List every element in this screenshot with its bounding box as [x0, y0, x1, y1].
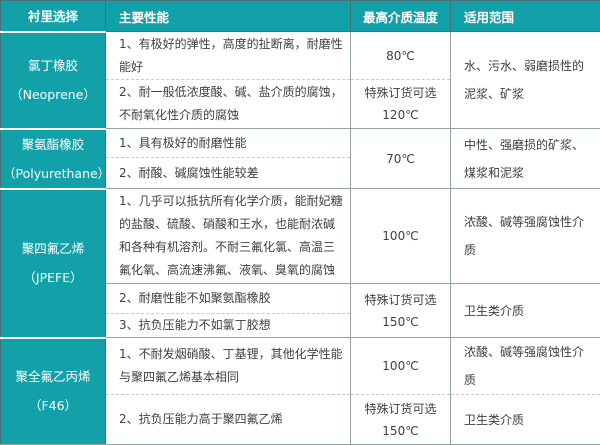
- scope-cell: 浓酸、碱等强腐蚀性介 质: [451, 189, 600, 284]
- temperature-cell: 特殊订货可选 150℃: [351, 395, 451, 445]
- temperature-cell: 100℃: [351, 338, 451, 395]
- performance-cell: 1、有极好的弹性，高度的扯断离，耐磨性 能好: [106, 32, 351, 80]
- performance-cell: 1、不耐发烟硝酸、丁基锂，其他化学性能 与聚四氟乙烯基本相同: [106, 338, 351, 395]
- material-cell-neoprene: 氯丁橡胶 （Neoprene）: [1, 32, 106, 129]
- header-row: 衬里选择 主要性能 最高介质温度 适用范围: [1, 1, 600, 32]
- scope-cell: 浓酸、碱等强腐蚀性介 质: [451, 338, 600, 395]
- header-applicable-range: 适用范围: [451, 1, 600, 32]
- table-row: 聚全氟乙丙烯 （F46） 1、不耐发烟硝酸、丁基锂，其他化学性能 与聚四氟乙烯基…: [1, 338, 600, 395]
- performance-cell: 1、具有极好的耐磨性能: [106, 129, 351, 158]
- temperature-cell: 特殊订货可选 120℃: [351, 80, 451, 129]
- material-cell-ptfe: 聚四氟乙烯 （JPEFE）: [1, 189, 106, 338]
- header-max-medium-temperature: 最高介质温度: [351, 1, 451, 32]
- table-row: 聚氨酯橡胶 （Polyurethane） 1、具有极好的耐磨性能 70℃ 中性、…: [1, 129, 600, 158]
- scope-cell: 水、污水、弱磨损性的 泥浆、矿浆: [451, 32, 600, 129]
- performance-cell: 2、耐酸、碱腐蚀性能较差: [106, 158, 351, 189]
- scope-cell: 卫生类介质: [451, 395, 600, 445]
- material-cell-polyurethane: 聚氨酯橡胶 （Polyurethane）: [1, 129, 106, 189]
- performance-cell: 2、抗负压能力高于聚四氟乙烯: [106, 395, 351, 445]
- scope-cell: 卫生类介质: [451, 284, 600, 338]
- header-main-performance: 主要性能: [106, 1, 351, 32]
- performance-cell: 3、抗负压能力不如氯丁胶想: [106, 314, 351, 338]
- temperature-cell: 100℃: [351, 189, 451, 284]
- material-cell-f46: 聚全氟乙丙烯 （F46）: [1, 338, 106, 445]
- performance-cell: 2、耐磨性能不如聚氨酯橡胶: [106, 284, 351, 314]
- table-row: 氯丁橡胶 （Neoprene） 1、有极好的弹性，高度的扯断离，耐磨性 能好 8…: [1, 32, 600, 80]
- temperature-cell: 70℃: [351, 129, 451, 189]
- temperature-cell: 80℃: [351, 32, 451, 80]
- temperature-cell: 特殊订货可选 150℃: [351, 284, 451, 338]
- scope-cell: 中性、强磨损的矿浆、 煤浆和泥浆: [451, 129, 600, 189]
- table-row: 聚四氟乙烯 （JPEFE） 1、几乎可以抵抗所有化学介质，能耐妃糖 的盐酸、硫酸…: [1, 189, 600, 284]
- header-lining-selection: 衬里选择: [1, 1, 106, 32]
- performance-cell: 1、几乎可以抵抗所有化学介质，能耐妃糖 的盐酸、硫酸、硝酸和王水，也能耐浓碱 和…: [106, 189, 351, 284]
- performance-cell: 2、耐一般低浓度酸、碱、盐介质的腐蚀， 不耐氧化性介质的腐蚀: [106, 80, 351, 129]
